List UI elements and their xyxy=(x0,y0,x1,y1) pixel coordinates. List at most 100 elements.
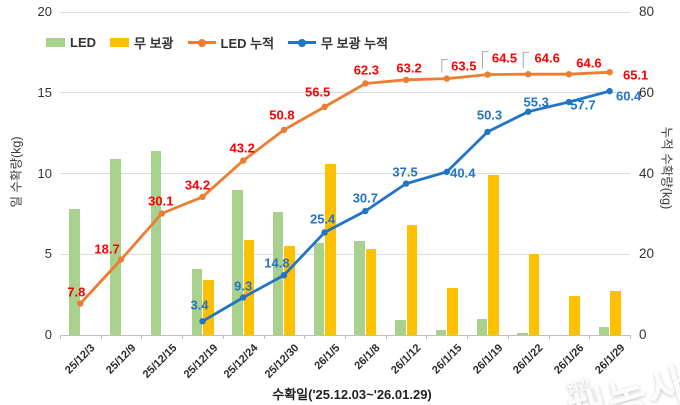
right-axis-tick-20: 20 xyxy=(639,246,655,262)
data-label-3-7: 30.7 xyxy=(352,190,378,206)
label-leader-line xyxy=(441,59,448,73)
x-axis-tick xyxy=(385,335,387,339)
x-axis-tick xyxy=(182,335,184,339)
label-leader-line xyxy=(482,51,489,69)
bar-led-5 xyxy=(272,212,284,335)
line-point-3-12 xyxy=(565,98,573,106)
bar-nolight-4 xyxy=(243,239,255,335)
data-label-3-10: 50.3 xyxy=(476,107,503,123)
data-label-2-13: 65.1 xyxy=(622,67,649,83)
line-point-2-12 xyxy=(565,70,573,78)
data-label-3-12: 57.7 xyxy=(570,97,596,113)
line-point-3-4 xyxy=(240,294,247,301)
bar-nolight-3 xyxy=(203,280,214,335)
data-label-3-8: 37.5 xyxy=(392,164,418,180)
bar-nolight-6 xyxy=(325,163,336,335)
line-point-2-2 xyxy=(158,210,165,217)
legend-label-led-cum: LED 누적 xyxy=(220,36,275,51)
bar-led-6 xyxy=(313,242,325,335)
line-point-3-10 xyxy=(484,128,491,136)
x-axis-tick xyxy=(100,335,102,339)
line-point-3-9 xyxy=(443,168,450,176)
led-cum-dot-icon xyxy=(197,38,206,47)
data-label-3-11: 55.3 xyxy=(523,94,549,110)
bar-nolight-13 xyxy=(610,291,621,335)
line-point-2-7 xyxy=(362,80,369,87)
data-label-2-1: 18.7 xyxy=(94,241,120,257)
line-point-3-13 xyxy=(606,87,613,95)
gridline-20 xyxy=(60,11,630,13)
line-point-3-6 xyxy=(321,229,328,236)
legend-item-led: LED xyxy=(46,35,96,50)
label-leader-line xyxy=(522,51,530,69)
line-point-2-13 xyxy=(606,68,613,76)
right-axis-tick-40: 40 xyxy=(639,165,655,181)
left-axis-tick-15: 15 xyxy=(37,84,52,100)
line-point-2-8 xyxy=(402,76,410,84)
data-label-2-9: 63.5 xyxy=(451,58,477,74)
left-axis-tick-5: 5 xyxy=(44,246,52,262)
legend-item-led-cum: LED 누적 xyxy=(187,33,275,52)
nolight-swatch xyxy=(110,38,129,47)
data-label-3-9: 40.4 xyxy=(450,165,476,181)
gridline-5 xyxy=(60,253,630,255)
line-point-2-0 xyxy=(77,300,84,307)
data-label-2-11: 64.6 xyxy=(534,50,560,66)
line-point-3-3 xyxy=(199,318,206,325)
data-label-3-3: 3.4 xyxy=(190,297,209,313)
bar-led-3 xyxy=(191,268,202,335)
data-label-2-5: 50.8 xyxy=(269,107,295,123)
gridline-15 xyxy=(60,92,630,94)
x-axis-tick xyxy=(60,335,61,339)
x-axis-tick xyxy=(263,335,265,339)
line-point-3-7 xyxy=(362,207,369,215)
x-axis-title: 수확일('25.12.03~'26.01.29) xyxy=(272,387,432,402)
data-label-3-4: 9.3 xyxy=(234,278,253,294)
bar-led-0 xyxy=(69,209,80,335)
left-axis-tick-10: 10 xyxy=(37,165,52,181)
data-label-2-3: 34.2 xyxy=(184,177,211,193)
legend-label-led: LED xyxy=(70,35,96,50)
bar-nolight-8 xyxy=(406,225,418,335)
bar-nolight-5 xyxy=(284,246,295,335)
bar-nolight-12 xyxy=(569,296,580,335)
bar-led-8 xyxy=(395,320,406,335)
x-axis-tick xyxy=(426,335,428,339)
line-series-2 xyxy=(79,70,610,305)
line-point-3-11 xyxy=(525,108,532,115)
x-axis-tick xyxy=(630,335,631,339)
x-axis-tick xyxy=(222,335,224,339)
x-axis-tick xyxy=(589,335,591,339)
right-axis-tick-60: 60 xyxy=(639,84,655,100)
line-point-3-8 xyxy=(402,180,410,187)
left-axis-tick-20: 20 xyxy=(37,4,52,19)
line-point-2-1 xyxy=(117,256,125,263)
bar-led-4 xyxy=(232,189,243,335)
bar-nolight-9 xyxy=(447,288,458,335)
data-label-3-5: 14.8 xyxy=(264,255,290,271)
x-axis-tick xyxy=(345,335,346,339)
data-label-2-2: 30.1 xyxy=(148,193,174,209)
x-axis-tick xyxy=(467,335,469,339)
data-label-3-6: 25.4 xyxy=(309,211,336,227)
bar-led-1 xyxy=(110,158,121,335)
bar-led-13 xyxy=(598,326,610,335)
line-point-2-9 xyxy=(443,75,450,82)
nolight-cum-dot-icon xyxy=(298,38,307,47)
data-label-2-12: 64.6 xyxy=(576,55,602,71)
line-point-2-4 xyxy=(240,157,247,164)
data-label-2-7: 62.3 xyxy=(353,62,379,78)
left-axis-tick-0: 0 xyxy=(44,327,52,342)
bar-led-2 xyxy=(150,150,162,335)
right-axis-tick-0: 0 xyxy=(639,327,647,342)
line-point-2-5 xyxy=(280,126,288,134)
bar-nolight-10 xyxy=(488,175,499,335)
legend-item-nolight-cum: 무 보광 누적 xyxy=(288,33,388,52)
bar-nolight-11 xyxy=(528,254,540,335)
nolight-cum-swatch xyxy=(288,38,317,47)
line-point-2-6 xyxy=(321,103,328,111)
x-axis-tick xyxy=(304,335,306,339)
legend-label-nolight: 무 보광 xyxy=(134,36,174,51)
line-point-2-11 xyxy=(525,70,532,78)
x-axis-tick xyxy=(507,335,509,339)
